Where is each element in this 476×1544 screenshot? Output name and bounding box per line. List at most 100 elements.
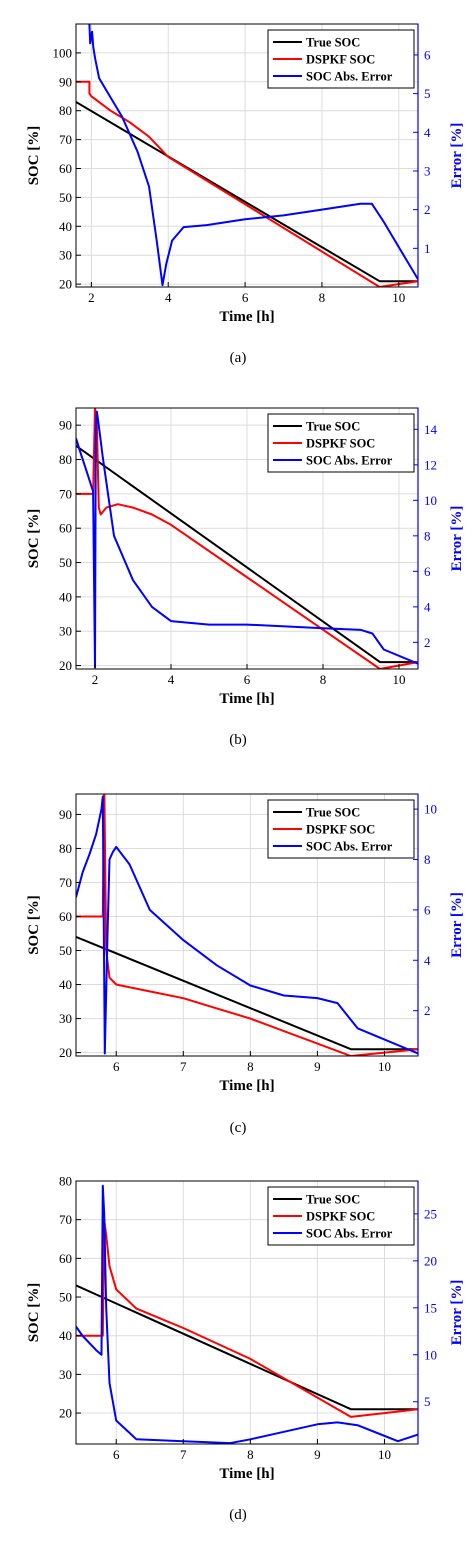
x-tick-label: 4 (165, 290, 172, 305)
panel-d: 6 7 8 9 10 20 30 40 50 60 70 80 5 10 15 20 25 Time [h] SOC… (26, 1174, 465, 1524)
y-left-tick-label: 80 (59, 103, 72, 118)
legend: True SOC DSPKF SOC SOC Abs. Error (267, 799, 415, 859)
y-right-tick-label: 1 (424, 241, 431, 256)
x-tick-label: 7 (180, 1059, 187, 1074)
x-tick-label: 9 (314, 1059, 321, 1074)
panel-a: 2 4 6 8 10 20 30 40 50 60 70 80 90 100 1 2 3 4 5 6 Time [h] S… (26, 23, 465, 366)
y-left-tick-label: 40 (59, 589, 72, 604)
y-left-tick-label: 20 (59, 1045, 72, 1060)
series-line-1 (76, 408, 418, 669)
x-tick-label: 9 (314, 1447, 321, 1462)
y-left-axis-label: SOC [%] (26, 895, 42, 955)
y-right-tick-label: 4 (424, 599, 431, 614)
y-left-tick-label: 80 (59, 452, 72, 467)
panel-caption: (b) (229, 732, 247, 748)
x-tick-label: 6 (244, 672, 251, 687)
series-group (76, 24, 418, 287)
y-left-axis-label: SOC [%] (26, 126, 42, 186)
y-left-tick-label: 90 (59, 418, 72, 433)
y-right-tick-label: 8 (424, 528, 431, 543)
y-left-tick-label: 70 (59, 486, 72, 501)
legend-label-0: True SOC (306, 36, 360, 50)
y-left-tick-label: 30 (59, 1367, 72, 1382)
y-right-tick-label: 10 (424, 1347, 437, 1362)
y-right-axis-label: Error [%] (449, 1280, 465, 1346)
y-left-tick-label: 40 (59, 1328, 72, 1343)
y-left-tick-label: 80 (59, 1174, 72, 1189)
x-tick-label: 8 (247, 1059, 254, 1074)
x-axis-label: Time [h] (219, 309, 274, 325)
y-right-tick-label: 20 (424, 1253, 437, 1268)
legend-label-0: True SOC (306, 806, 360, 820)
x-tick-label: 8 (247, 1447, 254, 1462)
y-left-tick-label: 40 (59, 219, 72, 234)
y-left-tick-label: 70 (59, 875, 72, 890)
y-right-tick-label: 2 (424, 1003, 431, 1018)
y-right-tick-label: 4 (424, 953, 431, 968)
x-tick-label: 2 (92, 672, 99, 687)
y-right-tick-label: 6 (424, 902, 431, 917)
legend: True SOC DSPKF SOC SOC Abs. Error (267, 29, 415, 89)
y-left-tick-label: 20 (59, 277, 72, 292)
legend-label-2: SOC Abs. Error (306, 454, 393, 468)
y-right-tick-label: 14 (424, 422, 438, 437)
series-group (76, 408, 418, 669)
series-group (76, 794, 418, 1056)
panel-caption: (a) (230, 350, 247, 366)
y-right-tick-label: 10 (424, 493, 437, 508)
y-right-tick-label: 6 (424, 47, 431, 62)
legend-label-0: True SOC (306, 1193, 360, 1207)
x-tick-label: 2 (88, 290, 95, 305)
legend: True SOC DSPKF SOC SOC Abs. Error (267, 413, 415, 473)
y-left-tick-label: 70 (59, 132, 72, 147)
y-left-tick-label: 80 (59, 841, 72, 856)
series-line-1 (76, 794, 418, 1056)
y-right-tick-label: 5 (424, 1394, 431, 1409)
y-left-tick-label: 20 (59, 658, 72, 673)
legend-label-2: SOC Abs. Error (306, 840, 393, 854)
y-left-axis-label: SOC [%] (26, 509, 42, 569)
legend-label-0: True SOC (306, 420, 360, 434)
legend-label-1: DSPKF SOC (306, 437, 375, 451)
x-tick-label: 10 (378, 1447, 391, 1462)
y-left-tick-label: 70 (59, 1212, 72, 1227)
series-line-1 (76, 80, 418, 287)
y-right-tick-label: 6 (424, 564, 431, 579)
x-tick-label: 8 (319, 290, 326, 305)
y-left-tick-label: 50 (59, 1290, 72, 1305)
x-axis-label: Time [h] (219, 1078, 274, 1094)
y-left-tick-label: 60 (59, 1251, 72, 1266)
y-left-tick-label: 60 (59, 161, 72, 176)
y-right-tick-label: 2 (424, 635, 431, 650)
series-group (76, 1184, 418, 1444)
x-tick-label: 6 (242, 290, 249, 305)
y-right-tick-label: 15 (424, 1300, 437, 1315)
series-line-2 (88, 24, 418, 287)
y-right-tick-label: 2 (424, 202, 431, 217)
legend-label-1: DSPKF SOC (306, 53, 375, 67)
legend-label-2: SOC Abs. Error (306, 70, 393, 84)
y-left-tick-label: 30 (59, 624, 72, 639)
x-axis-label: Time [h] (219, 1466, 274, 1482)
legend-label-1: DSPKF SOC (306, 823, 375, 837)
y-right-tick-label: 12 (424, 457, 437, 472)
legend-label-2: SOC Abs. Error (306, 1227, 393, 1241)
y-left-tick-label: 20 (59, 1406, 72, 1421)
series-line-1 (76, 1218, 418, 1418)
panel-b: 2 4 6 8 10 20 30 40 50 60 70 80 90 2 4 6 8 10 12 14 Time [h]… (26, 407, 465, 748)
y-left-tick-label: 50 (59, 190, 72, 205)
legend: True SOC DSPKF SOC SOC Abs. Error (267, 1186, 415, 1246)
x-tick-label: 10 (393, 672, 406, 687)
y-right-tick-label: 3 (424, 163, 431, 178)
series-line-0 (76, 444, 418, 664)
y-left-tick-label: 90 (59, 807, 72, 822)
y-right-tick-label: 25 (424, 1206, 437, 1221)
panel-caption: (d) (229, 1507, 247, 1523)
y-right-axis-label: Error [%] (449, 123, 465, 189)
y-left-tick-label: 100 (53, 45, 73, 60)
x-tick-label: 6 (113, 1059, 120, 1074)
x-tick-label: 6 (113, 1447, 120, 1462)
x-tick-label: 10 (392, 290, 405, 305)
legend-label-1: DSPKF SOC (306, 1210, 375, 1224)
